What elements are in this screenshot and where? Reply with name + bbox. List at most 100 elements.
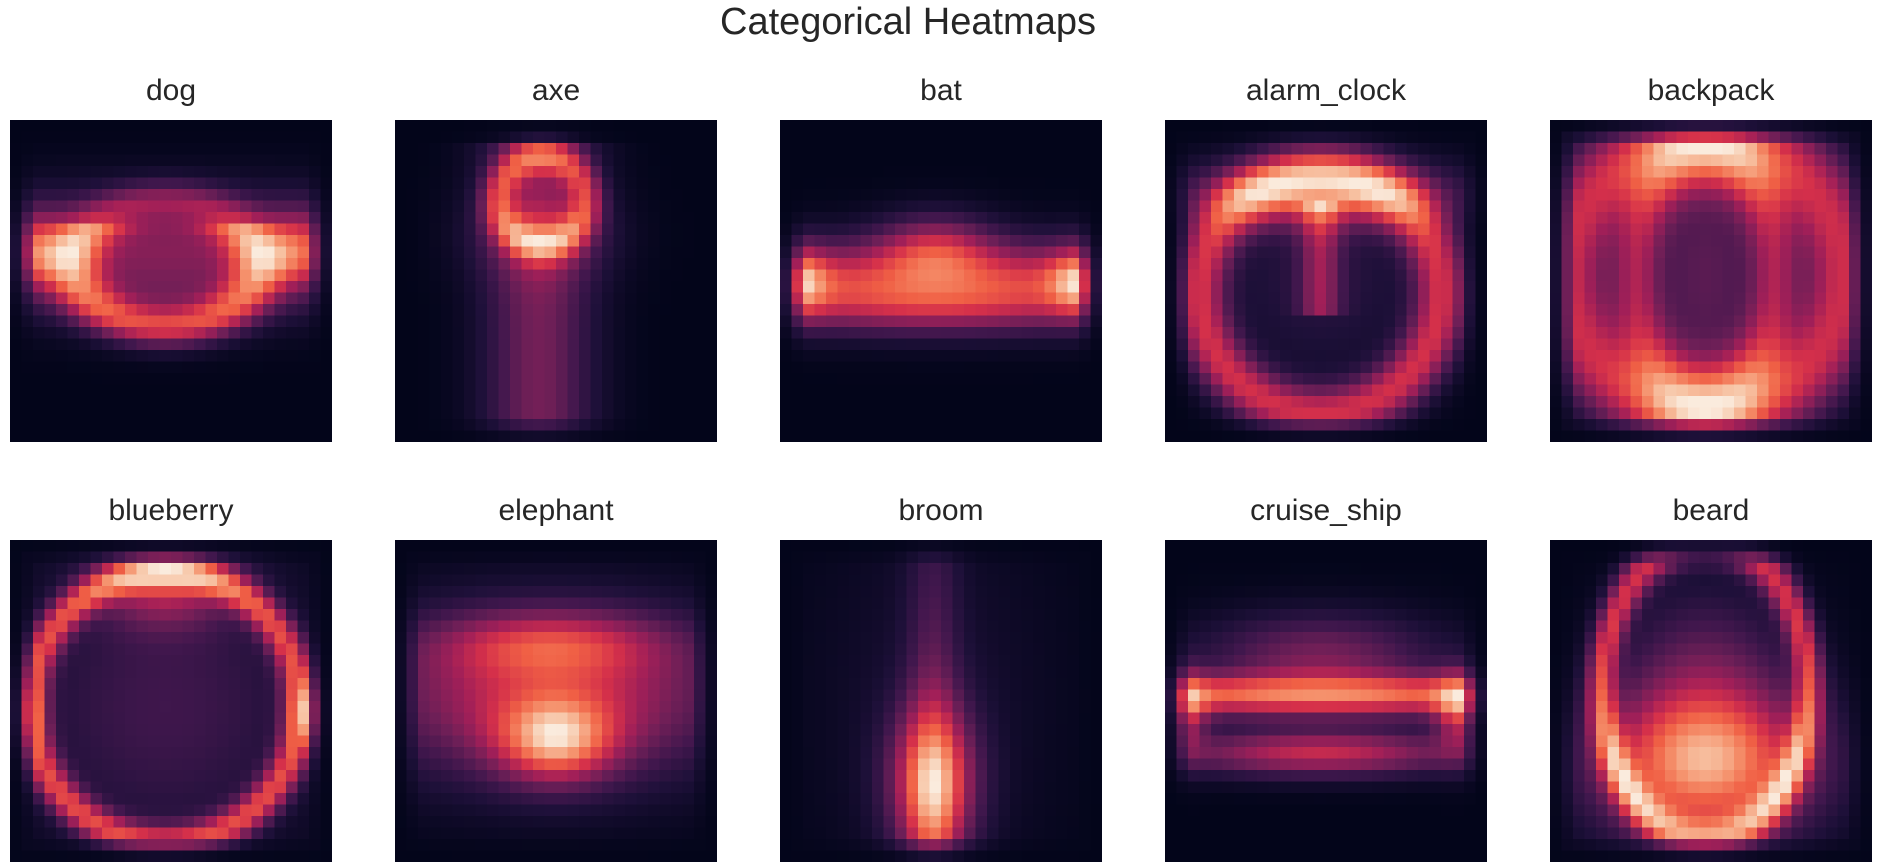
- heatmap-cell: [1676, 258, 1689, 270]
- heatmap-cell: [44, 315, 57, 328]
- heatmap-cell: [952, 281, 965, 293]
- heatmap-cell: [682, 430, 695, 442]
- heatmap-cell: [556, 315, 568, 328]
- heatmap-cell: [1837, 269, 1850, 282]
- heatmap-cell: [205, 131, 218, 144]
- heatmap-cell: [10, 632, 22, 644]
- heatmap-cell: [67, 223, 80, 236]
- heatmap-cell: [1372, 246, 1384, 259]
- heatmap-cell: [1619, 166, 1631, 178]
- heatmap-cell: [987, 200, 999, 213]
- heatmap-cell: [182, 620, 195, 633]
- heatmap-cell: [44, 384, 57, 397]
- heatmap-cell: [297, 689, 310, 702]
- heatmap-cell: [1280, 246, 1292, 259]
- heatmap-cell: [228, 384, 241, 397]
- heatmap-cell: [452, 551, 465, 564]
- heatmap-cell: [1711, 189, 1723, 201]
- heatmap-cell: [1280, 373, 1292, 385]
- heatmap-cell: [1314, 281, 1327, 293]
- heatmap-cell: [1245, 212, 1258, 224]
- heatmap-cell: [826, 131, 838, 144]
- heatmap-cell: [987, 327, 999, 339]
- heatmap-cell: [1452, 131, 1465, 144]
- heatmap-cell: [1607, 143, 1620, 155]
- heatmap-cell: [1745, 212, 1758, 224]
- heatmap-cell: [406, 131, 419, 144]
- heatmap-cell: [21, 361, 34, 374]
- heatmap-cell: [263, 350, 275, 362]
- heatmap-cell: [1860, 315, 1872, 328]
- heatmap-cell: [475, 350, 488, 362]
- heatmap-cell: [102, 177, 114, 190]
- heatmap-cell: [814, 200, 827, 213]
- heatmap-cell: [1814, 269, 1827, 282]
- heatmap-cell: [941, 177, 953, 190]
- heatmap-cell: [987, 292, 999, 305]
- heatmap-cell: [498, 258, 511, 270]
- heatmap-cell: [625, 292, 637, 305]
- heatmap-cell: [56, 396, 68, 408]
- heatmap-cell: [159, 292, 172, 305]
- heatmap-cell: [1768, 315, 1781, 328]
- heatmap-cell: [1383, 384, 1396, 397]
- heatmap-cell: [10, 666, 22, 679]
- heatmap-cell: [113, 574, 126, 587]
- heatmap-cell: [625, 166, 637, 178]
- heatmap-cell: [906, 396, 919, 408]
- heatmap-cell: [964, 373, 976, 385]
- heatmap-cell: [648, 154, 660, 167]
- heatmap-cell: [1176, 154, 1189, 167]
- heatmap-cell: [148, 154, 160, 167]
- heatmap-cell: [533, 315, 545, 328]
- heatmap-cell: [33, 781, 45, 794]
- heatmap-cell: [1429, 189, 1442, 201]
- heatmap-cell: [309, 304, 321, 316]
- heatmap-cell: [79, 735, 91, 748]
- heatmap-cell: [1630, 131, 1643, 144]
- heatmap-cell: [251, 200, 264, 213]
- heatmap-cell: [113, 338, 126, 351]
- heatmap-cell: [1372, 166, 1384, 178]
- heatmap-cell: [590, 189, 603, 201]
- heatmap-cell: [1021, 235, 1034, 247]
- heatmap-cell: [895, 327, 907, 339]
- heatmap-cell: [148, 166, 160, 178]
- heatmap-cell: [803, 131, 815, 144]
- heatmap-cell: [636, 154, 649, 167]
- heatmap-cell: [1079, 143, 1091, 155]
- heatmap-cell: [498, 223, 511, 236]
- heatmap-cell: [136, 304, 149, 316]
- heatmap-cell: [1090, 304, 1102, 316]
- heatmap-cell: [44, 747, 57, 759]
- heatmap-cell: [309, 246, 321, 259]
- heatmap-cell: [521, 430, 534, 442]
- heatmap-cell: [1699, 154, 1712, 167]
- heatmap-cell: [90, 540, 103, 552]
- heatmap-cell: [464, 597, 476, 610]
- heatmap-cell: [113, 724, 126, 736]
- heatmap-cell: [1550, 223, 1562, 236]
- heatmap-cell: [941, 143, 953, 155]
- heatmap-cell: [1395, 304, 1407, 316]
- heatmap-cell: [648, 597, 660, 610]
- heatmap-cell: [125, 212, 137, 224]
- heatmap-cell: [171, 643, 183, 656]
- heatmap-cell: [309, 540, 321, 552]
- heatmap-cell: [159, 586, 172, 598]
- heatmap-cell: [918, 396, 930, 408]
- heatmap-cell: [556, 597, 568, 610]
- heatmap-cell: [791, 120, 804, 132]
- heatmap-cell: [1573, 235, 1585, 247]
- heatmap-cell: [613, 419, 626, 431]
- heatmap-cell: [56, 643, 68, 656]
- heatmap-cell: [1199, 212, 1212, 224]
- heatmap-cell: [33, 384, 45, 397]
- heatmap-cell: [1349, 235, 1361, 247]
- heatmap-cell: [671, 609, 683, 621]
- heatmap-cell: [194, 689, 206, 702]
- heatmap-cell: [1383, 292, 1396, 305]
- heatmap-cell: [452, 350, 465, 362]
- heatmap-cell: [860, 396, 873, 408]
- heatmap-cell: [648, 574, 660, 587]
